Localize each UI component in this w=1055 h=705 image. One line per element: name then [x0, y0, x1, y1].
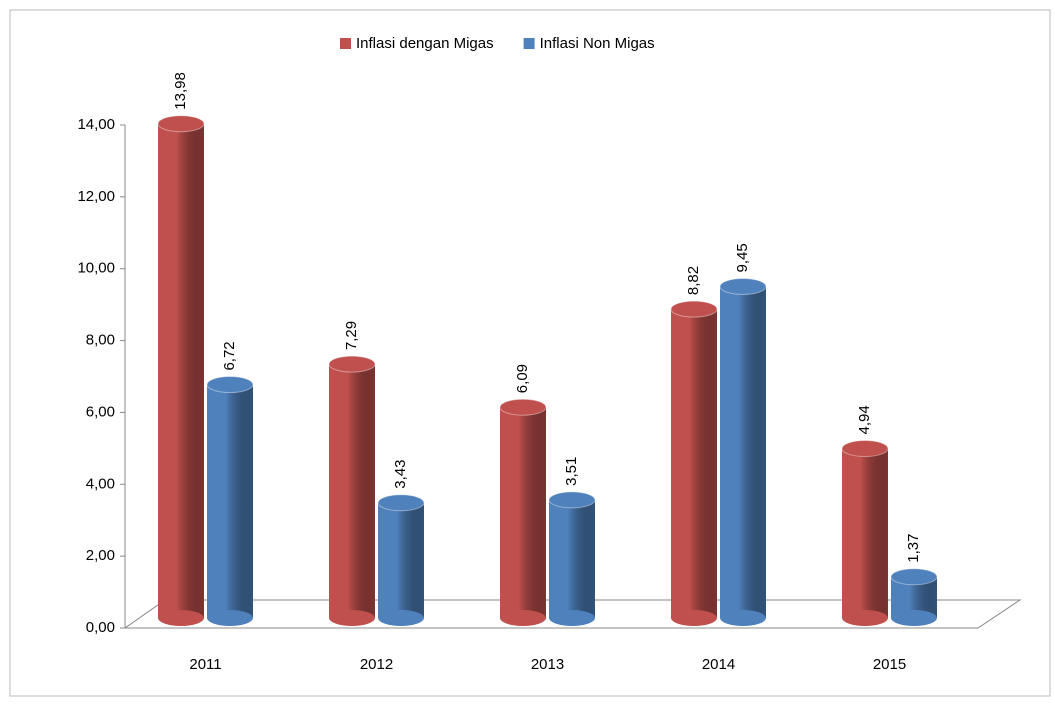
bar-top [548, 491, 596, 509]
bar-top [328, 355, 376, 373]
value-label: 9,45 [734, 243, 751, 272]
legend-swatch [523, 38, 535, 49]
bar-base [842, 610, 888, 626]
x-tick-label: 2015 [873, 656, 906, 673]
x-tick-label: 2011 [189, 656, 221, 673]
value-label: 1,37 [905, 534, 922, 563]
bar-shade [549, 499, 595, 618]
legend-label: Inflasi dengan Migas [356, 35, 494, 52]
y-tick-label: 2,00 [86, 547, 115, 564]
bar-top [157, 115, 205, 133]
bar-top [670, 300, 718, 318]
value-label: 4,94 [856, 405, 873, 434]
value-label: 3,51 [563, 457, 580, 486]
bar-top [841, 440, 889, 458]
bar-shade [842, 448, 888, 618]
y-tick-label: 10,00 [77, 260, 115, 277]
legend-swatch [340, 38, 351, 49]
bar-base [329, 610, 375, 626]
x-tick-label: 2013 [531, 656, 564, 673]
y-tick-label: 12,00 [77, 188, 115, 205]
legend-label: Inflasi Non Migas [540, 35, 655, 52]
bar-top [890, 568, 938, 586]
y-tick-label: 0,00 [86, 619, 115, 636]
value-label: 6,09 [514, 364, 531, 393]
bar-base [500, 610, 546, 626]
bar-top [719, 277, 767, 295]
bar-base [207, 610, 253, 626]
y-tick-label: 14,00 [77, 116, 115, 133]
bar-shade [720, 286, 766, 618]
bar-top [377, 494, 425, 512]
x-tick-label: 2012 [360, 656, 393, 673]
bar-base [671, 610, 717, 626]
bar-base [891, 610, 937, 626]
bar-base [549, 610, 595, 626]
bar-shade [671, 309, 717, 618]
value-label: 8,82 [685, 266, 702, 295]
bar-shade [158, 123, 204, 619]
bar-top [206, 376, 254, 394]
bar-shade [329, 364, 375, 618]
value-label: 6,72 [221, 341, 238, 370]
bar-shade [207, 384, 253, 618]
bar-shade [378, 502, 424, 618]
y-tick-label: 6,00 [86, 403, 115, 420]
bar-base [378, 610, 424, 626]
bar-base [720, 610, 766, 626]
x-tick-label: 2014 [702, 656, 735, 673]
bar-base [158, 610, 204, 626]
bar-top [499, 398, 547, 416]
y-tick-label: 4,00 [86, 475, 115, 492]
y-tick-label: 8,00 [86, 332, 115, 349]
value-label: 13,98 [172, 72, 189, 110]
value-label: 7,29 [343, 321, 360, 350]
bar-shade [500, 407, 546, 618]
value-label: 3,43 [392, 460, 409, 489]
